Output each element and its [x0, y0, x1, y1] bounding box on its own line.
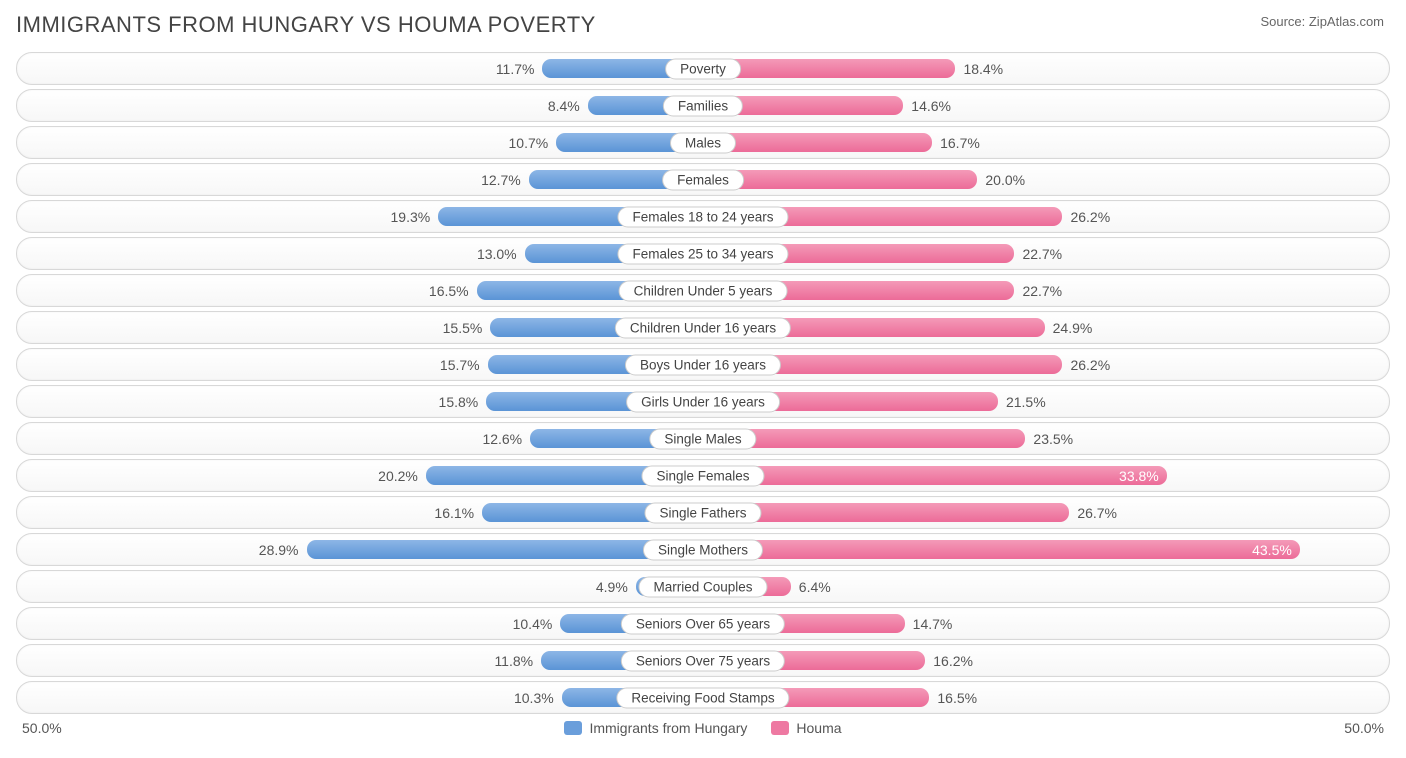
bar-right: 20.0% [703, 170, 977, 189]
source-attribution: Source: ZipAtlas.com [1260, 14, 1384, 29]
value-label-right: 33.8% [1119, 468, 1159, 484]
table-row: 8.4% 14.6% Families [16, 89, 1390, 122]
value-label-right: 6.4% [791, 579, 831, 595]
category-label: Seniors Over 65 years [621, 613, 785, 634]
axis-max-right: 50.0% [1344, 720, 1384, 736]
value-label-right: 26.2% [1062, 357, 1110, 373]
value-label-right: 16.7% [932, 135, 980, 151]
value-label-right: 26.7% [1069, 505, 1117, 521]
category-label: Children Under 5 years [619, 280, 788, 301]
value-label-right: 24.9% [1045, 320, 1093, 336]
value-label-left: 10.3% [514, 690, 562, 706]
value-label-right: 16.2% [925, 653, 973, 669]
category-label: Boys Under 16 years [625, 354, 781, 375]
category-label: Females [662, 169, 744, 190]
value-label-left: 19.3% [391, 209, 439, 225]
table-row: 11.7% 18.4% Poverty [16, 52, 1390, 85]
value-label-right: 26.2% [1062, 209, 1110, 225]
table-row: 15.8% 21.5% Girls Under 16 years [16, 385, 1390, 418]
value-label-right: 20.0% [977, 172, 1025, 188]
legend-label-right: Houma [796, 720, 841, 736]
legend-swatch-right [771, 721, 789, 735]
value-label-left: 10.4% [513, 616, 561, 632]
bar-right: 43.5% [703, 540, 1300, 559]
category-label: Single Males [649, 428, 756, 449]
category-label: Females 18 to 24 years [617, 206, 788, 227]
category-label: Poverty [665, 58, 741, 79]
value-label-right: 22.7% [1014, 283, 1062, 299]
table-row: 15.5% 24.9% Children Under 16 years [16, 311, 1390, 344]
category-label: Families [663, 95, 743, 116]
category-label: Single Mothers [643, 539, 763, 560]
legend-item-left: Immigrants from Hungary [564, 720, 747, 736]
bar-right: 33.8% [703, 466, 1167, 485]
table-row: 12.7%20.0%Females [16, 163, 1390, 196]
value-label-right: 23.5% [1025, 431, 1073, 447]
table-row: 16.1% 26.7% Single Fathers [16, 496, 1390, 529]
value-label-left: 13.0% [477, 246, 525, 262]
table-row: 10.4% 14.7% Seniors Over 65 years [16, 607, 1390, 640]
value-label-left: 8.4% [548, 98, 588, 114]
value-label-left: 12.7% [481, 172, 529, 188]
table-row: 15.7% 26.2% Boys Under 16 years [16, 348, 1390, 381]
legend: Immigrants from Hungary Houma [62, 720, 1345, 736]
value-label-left: 11.8% [494, 653, 541, 669]
chart-footer: 50.0% Immigrants from Hungary Houma 50.0… [16, 720, 1390, 736]
value-label-right: 21.5% [998, 394, 1046, 410]
category-label: Females 25 to 34 years [617, 243, 788, 264]
value-label-left: 15.8% [439, 394, 487, 410]
value-label-right: 14.7% [905, 616, 953, 632]
legend-label-left: Immigrants from Hungary [589, 720, 747, 736]
value-label-left: 15.7% [440, 357, 488, 373]
table-row: 10.3% 16.5% Receiving Food Stamps [16, 681, 1390, 714]
value-label-left: 28.9% [259, 542, 307, 558]
category-label: Males [670, 132, 736, 153]
table-row: 13.0% 22.7% Females 25 to 34 years [16, 237, 1390, 270]
table-row: 20.2% 33.8% Single Females [16, 459, 1390, 492]
category-label: Girls Under 16 years [626, 391, 780, 412]
category-label: Seniors Over 75 years [621, 650, 785, 671]
value-label-right: 16.5% [929, 690, 977, 706]
category-label: Single Fathers [644, 502, 761, 523]
value-label-left: 11.7% [496, 61, 543, 77]
legend-item-right: Houma [771, 720, 841, 736]
category-label: Children Under 16 years [615, 317, 791, 338]
category-label: Receiving Food Stamps [616, 687, 789, 708]
value-label-left: 16.5% [429, 283, 477, 299]
value-label-left: 16.1% [434, 505, 482, 521]
legend-swatch-left [564, 721, 582, 735]
value-label-right: 18.4% [955, 61, 1003, 77]
table-row: 12.6% 23.5% Single Males [16, 422, 1390, 455]
table-row: 4.9% 6.4% Married Couples [16, 570, 1390, 603]
table-row: 28.9% 43.5% Single Mothers [16, 533, 1390, 566]
category-label: Married Couples [638, 576, 767, 597]
value-label-left: 10.7% [509, 135, 557, 151]
bar-right: 16.7% [703, 133, 932, 152]
value-label-right: 22.7% [1014, 246, 1062, 262]
category-label: Single Females [641, 465, 764, 486]
page-title: IMMIGRANTS FROM HUNGARY VS HOUMA POVERTY [16, 12, 1390, 38]
table-row: 11.8% 16.2% Seniors Over 75 years [16, 644, 1390, 677]
diverging-bar-chart: 11.7% 18.4% Poverty 8.4% 14.6% Families 10.7% 1… [16, 52, 1390, 714]
value-label-left: 12.6% [482, 431, 530, 447]
table-row: 10.7%16.7%Males [16, 126, 1390, 159]
value-label-left: 4.9% [596, 579, 636, 595]
value-label-left: 15.5% [443, 320, 491, 336]
value-label-right: 14.6% [903, 98, 951, 114]
table-row: 19.3% 26.2% Females 18 to 24 years [16, 200, 1390, 233]
table-row: 16.5% 22.7% Children Under 5 years [16, 274, 1390, 307]
axis-max-left: 50.0% [22, 720, 62, 736]
value-label-right: 43.5% [1252, 542, 1292, 558]
value-label-left: 20.2% [378, 468, 426, 484]
